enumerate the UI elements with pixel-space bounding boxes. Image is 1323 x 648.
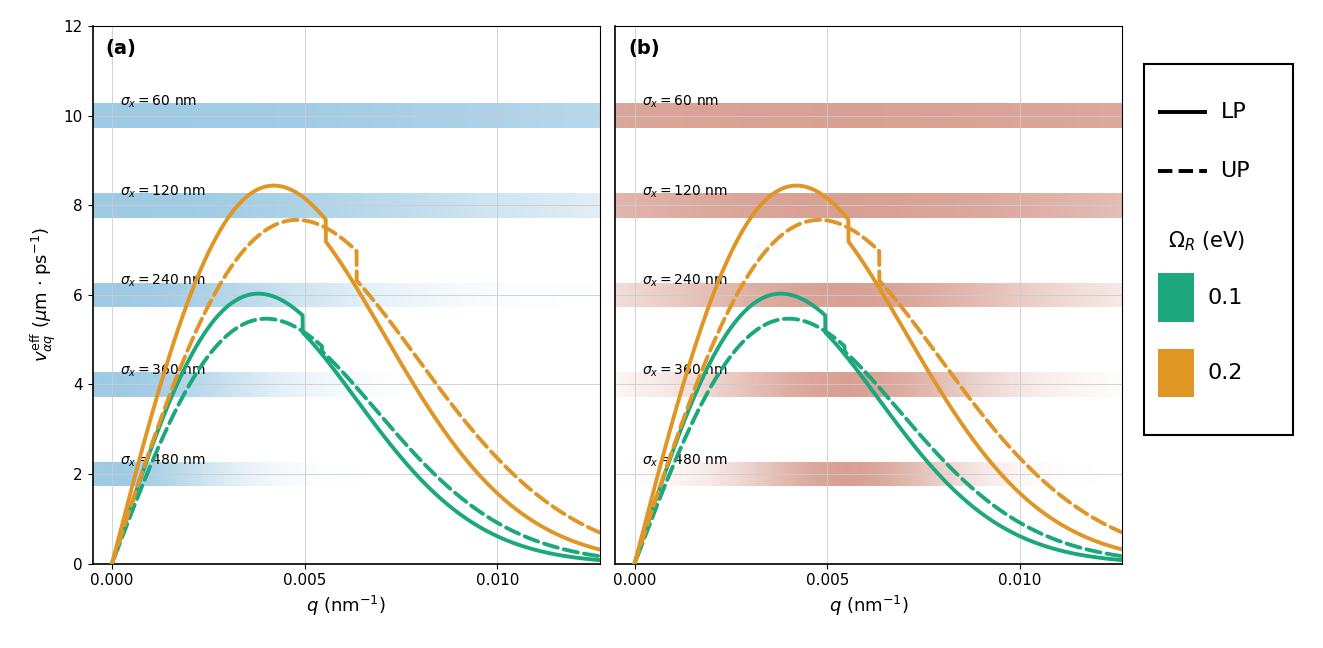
Bar [1158, 349, 1195, 397]
X-axis label: $q$ (nm$^{-1}$): $q$ (nm$^{-1}$) [828, 594, 909, 618]
Text: $\sigma_x = 60$ nm: $\sigma_x = 60$ nm [642, 94, 720, 110]
Text: $\sigma_x = 240$ nm: $\sigma_x = 240$ nm [642, 273, 728, 290]
Text: UP: UP [1221, 161, 1250, 181]
Text: $\sigma_x = 360$ nm: $\sigma_x = 360$ nm [642, 363, 728, 379]
X-axis label: $q$ (nm$^{-1}$): $q$ (nm$^{-1}$) [306, 594, 386, 618]
Text: $\Omega_R$ (eV): $\Omega_R$ (eV) [1168, 229, 1245, 253]
Text: $\sigma_x = 120$ nm: $\sigma_x = 120$ nm [642, 183, 728, 200]
Text: $\sigma_x = 60$ nm: $\sigma_x = 60$ nm [119, 94, 197, 110]
Text: $\sigma_x = 360$ nm: $\sigma_x = 360$ nm [119, 363, 205, 379]
Bar [1158, 273, 1195, 322]
Text: (b): (b) [628, 40, 660, 58]
Text: $\sigma_x = 240$ nm: $\sigma_x = 240$ nm [119, 273, 205, 290]
Y-axis label: $v_{\alpha q}^{\mathrm{eff}}$ ($\mu$m $\cdot$ ps$^{-1}$): $v_{\alpha q}^{\mathrm{eff}}$ ($\mu$m $\… [29, 227, 58, 362]
Text: $\sigma_x = 480$ nm: $\sigma_x = 480$ nm [119, 452, 205, 469]
FancyBboxPatch shape [1144, 64, 1294, 435]
Text: $\sigma_x = 480$ nm: $\sigma_x = 480$ nm [642, 452, 728, 469]
Text: (a): (a) [106, 40, 136, 58]
Text: LP: LP [1221, 102, 1246, 122]
Text: 0.2: 0.2 [1208, 363, 1242, 383]
Text: 0.1: 0.1 [1208, 288, 1242, 308]
Text: $\sigma_x = 120$ nm: $\sigma_x = 120$ nm [119, 183, 205, 200]
